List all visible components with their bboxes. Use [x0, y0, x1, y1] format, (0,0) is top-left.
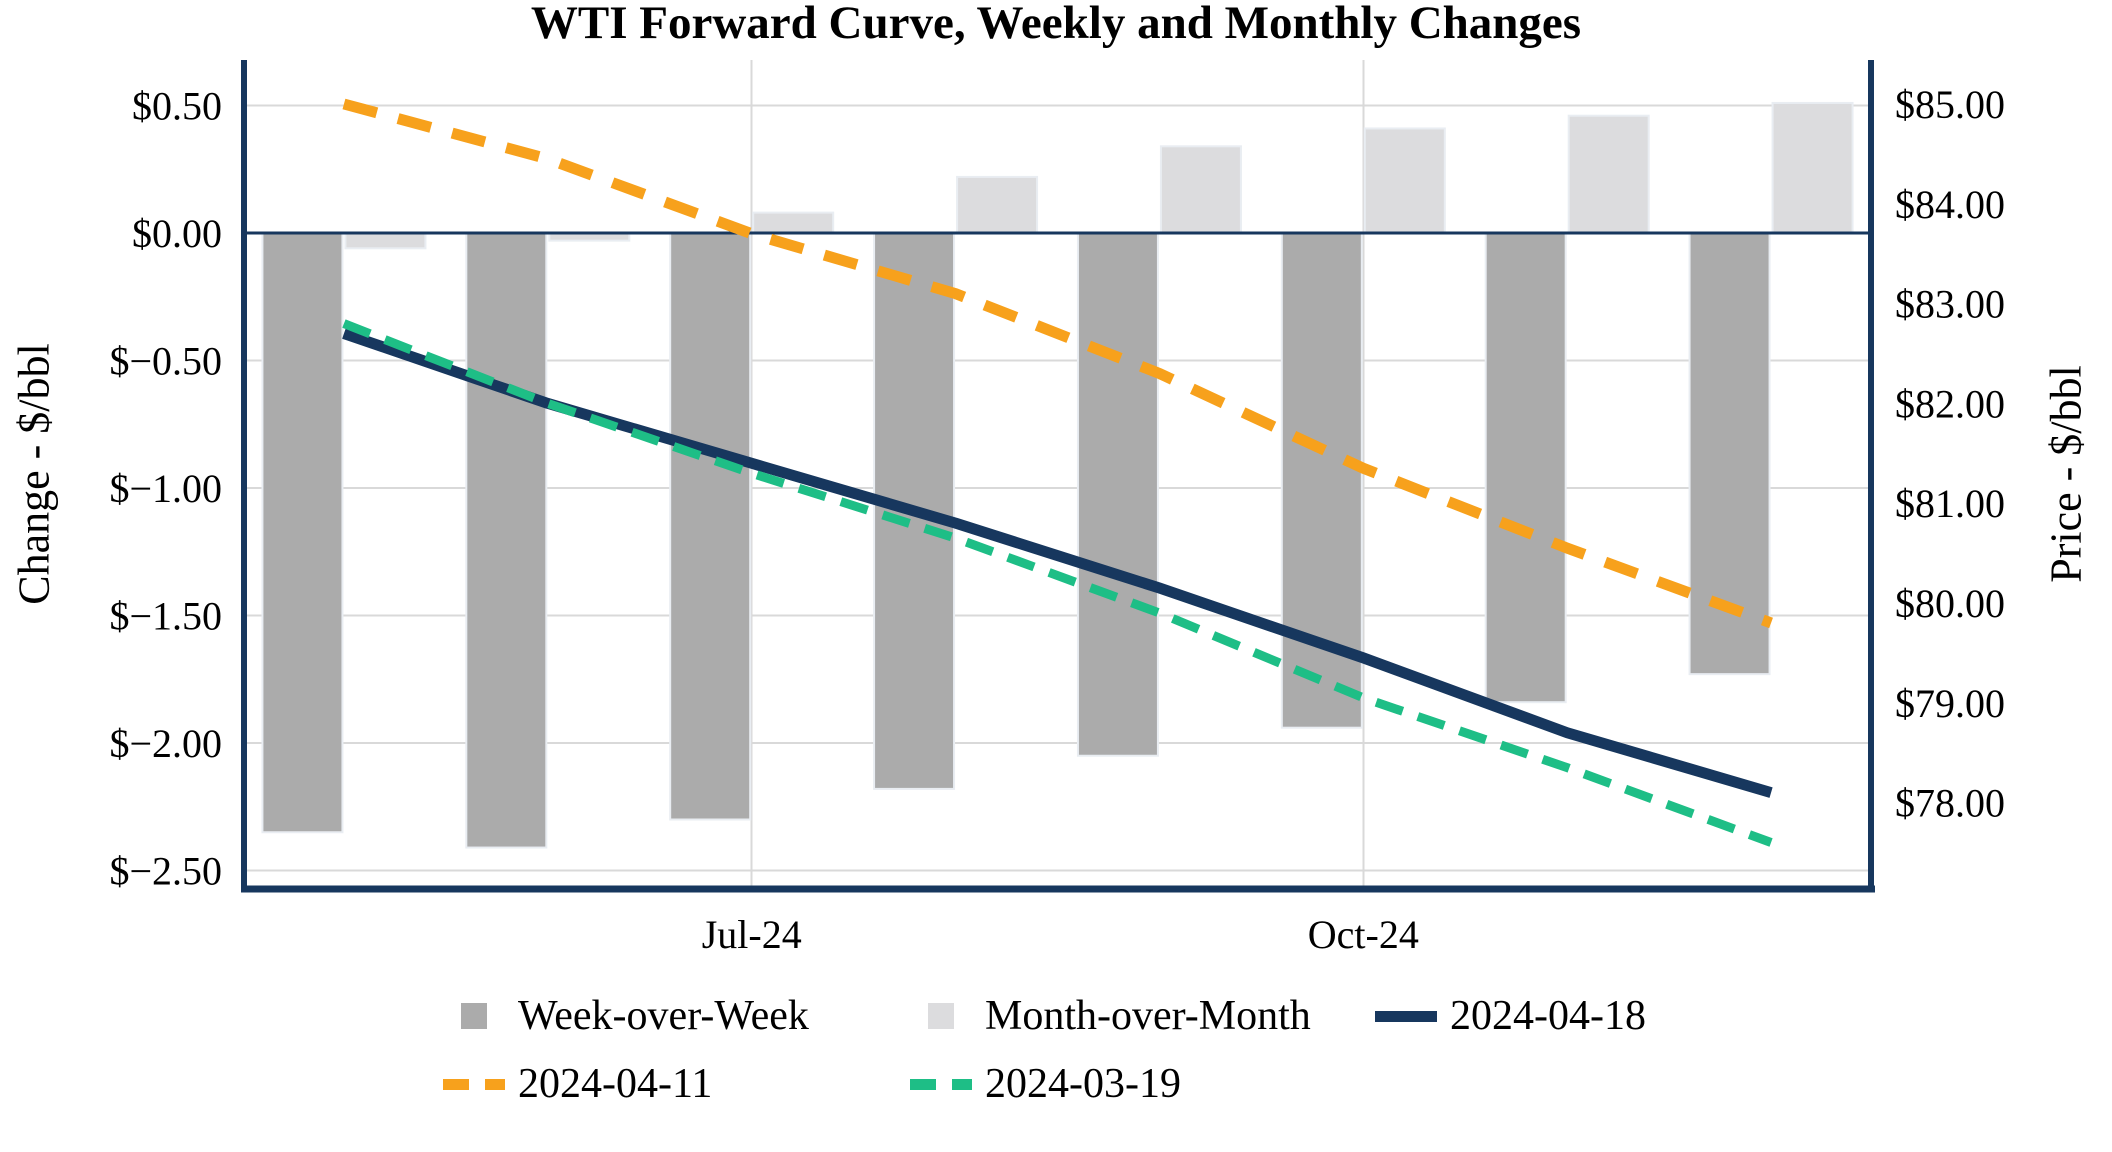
x-axis-tick-label: Jul-24 [702, 912, 802, 957]
legend-item-2024-04-11: 2024-04-11 [443, 1060, 712, 1108]
legend-label: 2024-04-18 [1450, 993, 1646, 1039]
bar-week-over-week [465, 232, 548, 849]
bar-week-over-week [669, 232, 752, 821]
bar-week-over-week [261, 232, 344, 834]
left-axis-tick-label: $−1.00 [109, 466, 222, 511]
legend-swatch-dashed [443, 1078, 505, 1090]
left-axis-tick-label: $−2.00 [109, 721, 222, 766]
dashed-swatch-shape [910, 1078, 972, 1090]
right-axis-tick-label: $78.00 [1895, 781, 2005, 826]
bar-month-over-month [956, 175, 1039, 234]
legend-label: Week-over-Week [518, 993, 809, 1039]
left-axis-tick-label: $−1.50 [109, 594, 222, 639]
square-swatch-shape [461, 1003, 487, 1029]
left-axis-tick-label: $0.00 [132, 211, 222, 256]
legend-swatch-line [1375, 1010, 1437, 1022]
line-swatch-shape [1375, 1010, 1437, 1022]
right-axis-tick-label: $81.00 [1895, 481, 2005, 526]
bar-month-over-month [344, 232, 427, 250]
dashed-swatch-shape [443, 1078, 505, 1090]
bar-month-over-month [1159, 145, 1242, 234]
bar-week-over-week [1076, 232, 1159, 757]
legend-item-2024-03-19: 2024-03-19 [910, 1060, 1181, 1108]
bar-week-over-week [1484, 232, 1567, 704]
legend-label: Month-over-Month [985, 993, 1311, 1039]
chart-title: WTI Forward Curve, Weekly and Monthly Ch… [530, 0, 1582, 49]
legend-label: 2024-04-11 [518, 1061, 713, 1107]
left-axis-tick-label: $−2.50 [109, 849, 222, 894]
x-axis-tick-label: Oct-24 [1308, 912, 1419, 957]
bar-month-over-month [1771, 101, 1854, 234]
right-axis-tick-label: $80.00 [1895, 581, 2005, 626]
left-axis-tick-label: $−0.50 [109, 339, 222, 384]
right-axis-tick-label: $83.00 [1895, 282, 2005, 327]
right-axis-tick-label: $84.00 [1895, 182, 2005, 227]
right-axis-tick-label: $82.00 [1895, 381, 2005, 426]
legend-swatch-square [443, 1003, 505, 1029]
line-series-2024-04-18 [342, 328, 1773, 798]
legend-item-Month-over-Month: Month-over-Month [910, 992, 1311, 1040]
left-axis-tick-label: $0.50 [132, 84, 222, 129]
bar-month-over-month [752, 211, 835, 235]
bar-month-over-month [1363, 127, 1446, 234]
legend-item-Week-over-Week: Week-over-Week [443, 992, 809, 1040]
legend-item-2024-04-18: 2024-04-18 [1375, 992, 1646, 1040]
bar-month-over-month [1567, 114, 1650, 234]
right-axis-tick-label: $79.00 [1895, 681, 2005, 726]
right-axis-tick-label: $85.00 [1895, 82, 2005, 127]
legend-label: 2024-03-19 [985, 1061, 1181, 1107]
bar-week-over-week [1688, 232, 1771, 676]
line-series-2024-03-19 [342, 319, 1773, 847]
legend-swatch-square [910, 1003, 972, 1029]
line-series-2024-04-11 [342, 98, 1773, 629]
square-swatch-shape [928, 1003, 954, 1029]
legend-swatch-dashed [910, 1078, 972, 1090]
